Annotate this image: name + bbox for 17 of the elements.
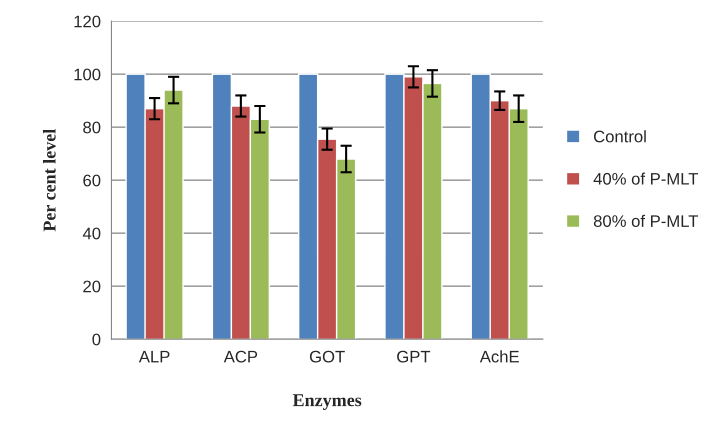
x-tick-label: ALP (138, 350, 170, 362)
y-tick-label: 100 (74, 68, 100, 80)
x-tick-label: ACP (224, 350, 258, 363)
legend-label: 40% of P-MLT (594, 172, 698, 185)
x-tick-label: GOT (310, 350, 345, 363)
y-tick-label: 20 (83, 280, 100, 292)
y-tick-label: 40 (82, 228, 100, 240)
x-tick-label: AchE (480, 350, 519, 363)
y-tick-label: 80 (83, 122, 100, 134)
x-axis-title: Enzymes (292, 394, 362, 410)
legend-label: Control (594, 130, 646, 142)
legend-label: 80% of P-MLT (594, 214, 698, 228)
x-tick-label: GPT (397, 350, 430, 363)
y-tick-label: 0 (92, 334, 100, 346)
y-axis-title: Per cent level (42, 129, 56, 232)
y-tick-label: 60 (83, 174, 100, 186)
y-tick-label: 120 (74, 16, 100, 28)
